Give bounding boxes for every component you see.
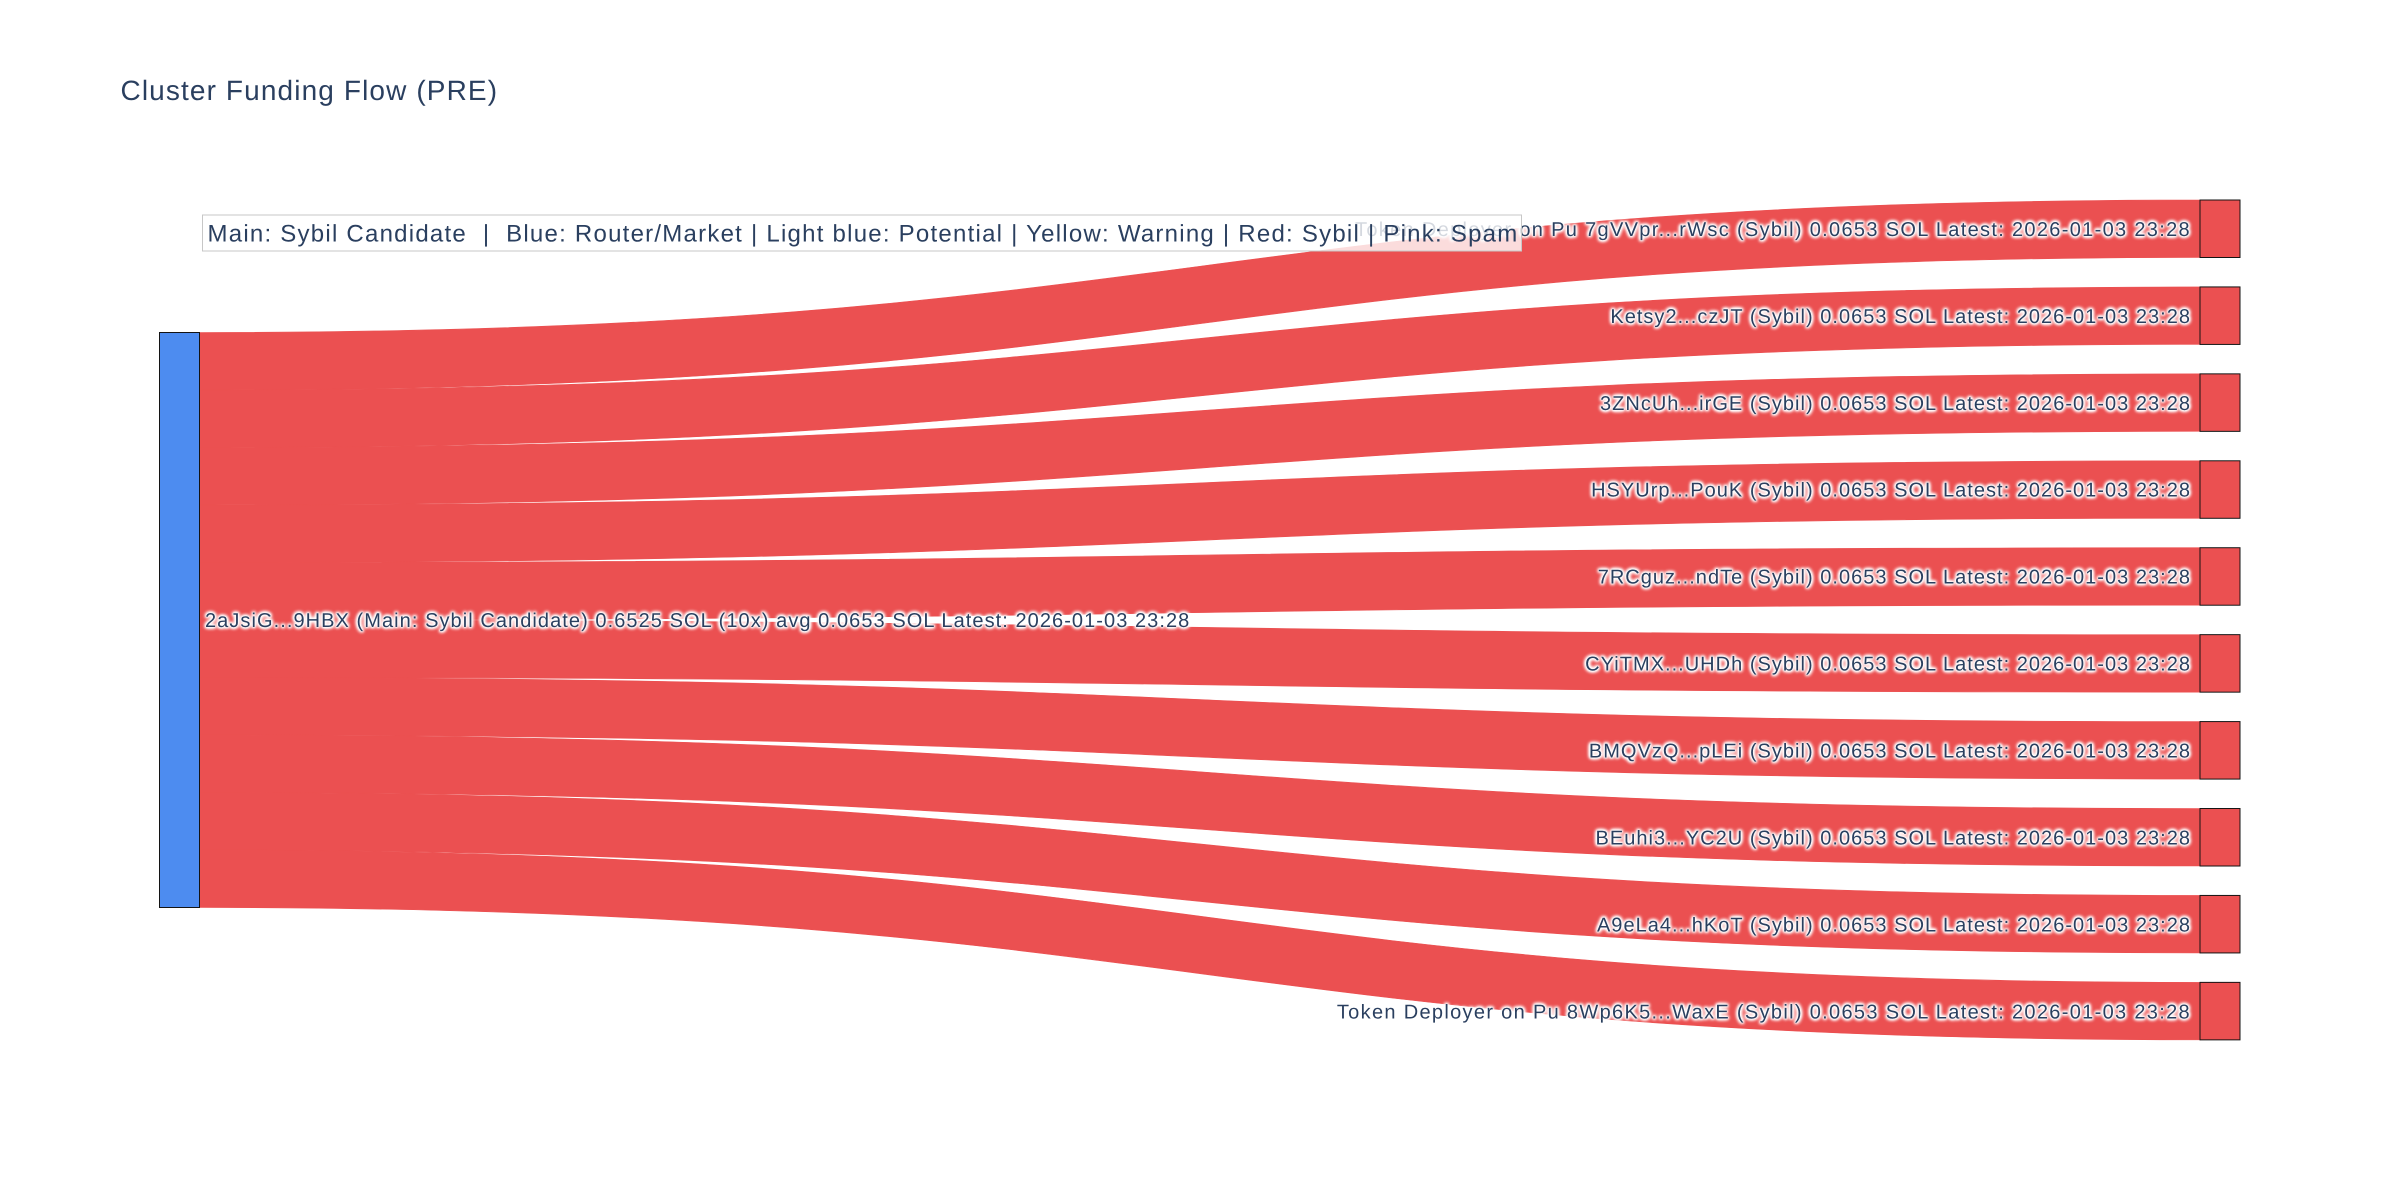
svg-text:Token Deployer on Pu 8Wp6K5...: Token Deployer on Pu 8Wp6K5...WaxE (Sybi…: [1337, 1001, 2191, 1023]
svg-text:Ketsy2...czJT (Sybil) 0.0653 S: Ketsy2...czJT (Sybil) 0.0653 SOL Latest:…: [1610, 306, 2191, 328]
svg-text:HSYUrp...PouK (Sybil) 0.0653 S: HSYUrp...PouK (Sybil) 0.0653 SOL Latest:…: [1591, 480, 2191, 502]
svg-text:7RCguz...ndTe (Sybil) 0.0653 S: 7RCguz...ndTe (Sybil) 0.0653 SOL Latest:…: [1598, 567, 2191, 589]
svg-text:BMQVzQ...pLEi (Sybil) 0.0653 S: BMQVzQ...pLEi (Sybil) 0.0653 SOL Latest:…: [1589, 741, 2191, 763]
svg-text:BEuhi3...YC2U (Sybil) 0.0653 S: BEuhi3...YC2U (Sybil) 0.0653 SOL Latest:…: [1595, 828, 2191, 850]
svg-text:CYiTMX...UHDh (Sybil) 0.0653 S: CYiTMX...UHDh (Sybil) 0.0653 SOL Latest:…: [1585, 654, 2191, 676]
svg-text:3ZNcUh...irGE (Sybil) 0.0653 S: 3ZNcUh...irGE (Sybil) 0.0653 SOL Latest:…: [1600, 393, 2191, 415]
svg-text:Main: Sybil Candidate | Blue: Main: Sybil Candidate | Blue: Router/Mar…: [208, 221, 1519, 248]
svg-text:Cluster Funding Flow (PRE): Cluster Funding Flow (PRE): [121, 75, 499, 106]
svg-text:Token Deployer on Pu 7gVVpr...: Token Deployer on Pu 7gVVpr...rWsc (Sybi…: [1355, 219, 2191, 241]
svg-text:A9eLa4...hKoT (Sybil) 0.0653 S: A9eLa4...hKoT (Sybil) 0.0653 SOL Latest:…: [1597, 914, 2191, 936]
svg-text:2aJsiG...9HBX (Main: Sybil Can: 2aJsiG...9HBX (Main: Sybil Candidate) 0.…: [205, 610, 1190, 632]
